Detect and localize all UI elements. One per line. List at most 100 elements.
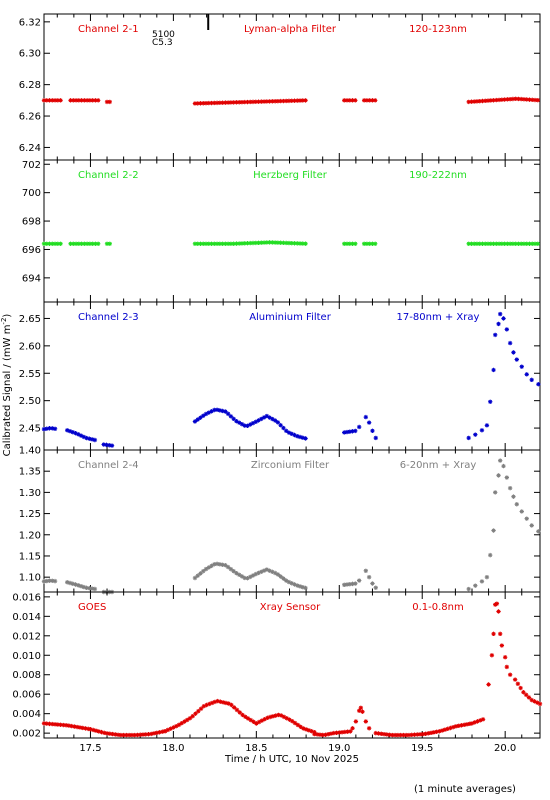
data-point: [203, 411, 209, 417]
data-point: [88, 727, 93, 732]
data-point: [239, 421, 245, 427]
data-point: [505, 97, 510, 102]
panel-channel-label: Channel 2-1: [78, 24, 139, 35]
data-point: [353, 428, 358, 434]
data-point: [278, 423, 283, 428]
data-point: [52, 98, 58, 103]
data-point: [76, 98, 82, 103]
data-point: [281, 425, 286, 431]
data-point: [47, 721, 52, 727]
y-tick-label: 694: [22, 273, 41, 284]
y-tick-label: 1.40: [19, 446, 41, 457]
data-point: [264, 567, 270, 572]
data-point: [198, 571, 203, 576]
data-point: [225, 564, 231, 570]
data-point: [312, 731, 317, 737]
data-point: [52, 241, 58, 246]
data-point: [535, 700, 540, 705]
data-point: [456, 723, 461, 729]
data-point: [214, 561, 220, 567]
data-point: [248, 99, 253, 105]
data-point: [264, 240, 270, 245]
data-point: [104, 99, 110, 105]
data-point: [366, 420, 372, 425]
data-point: [229, 702, 234, 708]
data-point: [283, 98, 289, 104]
data-point: [253, 99, 258, 104]
data-point: [493, 490, 498, 495]
data-point: [47, 98, 52, 103]
data-point: [477, 241, 482, 246]
data-point: [248, 240, 253, 246]
data-point: [206, 410, 211, 415]
data-point: [217, 241, 223, 246]
data-point: [347, 581, 352, 587]
data-point: [295, 583, 300, 588]
data-point: [259, 569, 264, 574]
data-point: [264, 99, 270, 104]
data-point: [532, 241, 538, 246]
x-tick-label: 19.0: [328, 743, 350, 754]
data-point: [366, 574, 372, 580]
data-point: [512, 677, 518, 682]
event-label-number: 5100: [152, 30, 175, 40]
data-point: [466, 99, 471, 105]
data-point: [275, 240, 281, 245]
data-point: [473, 583, 478, 588]
data-point: [485, 98, 491, 103]
data-point: [201, 413, 206, 418]
data-point: [267, 99, 272, 104]
data-point: [344, 429, 350, 435]
data-point: [426, 731, 431, 736]
data-point: [70, 581, 75, 586]
data-point: [68, 241, 73, 246]
data-point: [317, 732, 323, 737]
data-point: [529, 523, 534, 528]
data-point: [204, 702, 209, 708]
data-point: [195, 101, 200, 106]
data-point: [496, 609, 501, 614]
y-tick-label: 1.35: [19, 467, 41, 478]
plot-frame: [43, 13, 541, 161]
data-point: [350, 241, 355, 246]
data-point: [267, 714, 273, 720]
data-point: [41, 426, 47, 432]
data-point: [486, 682, 491, 687]
data-point: [510, 96, 516, 102]
data-point: [261, 568, 267, 573]
data-point: [270, 569, 275, 575]
data-point: [234, 418, 239, 424]
data-point: [223, 241, 228, 246]
event-label-class: C5.3: [152, 38, 173, 48]
data-point: [514, 502, 519, 507]
data-point: [92, 437, 98, 443]
y-tick-label: 0.016: [12, 592, 41, 603]
data-point: [491, 98, 496, 103]
data-point: [168, 726, 173, 731]
data-point: [342, 582, 347, 587]
data-point: [81, 434, 87, 440]
data-point: [485, 241, 491, 246]
data-point: [480, 241, 485, 246]
data-point: [220, 408, 225, 414]
data-point: [41, 579, 47, 584]
data-point: [107, 443, 112, 448]
data-point: [243, 714, 248, 719]
data-point: [289, 98, 294, 103]
data-point: [488, 241, 493, 246]
data-point: [272, 240, 278, 245]
data-point: [364, 98, 370, 103]
data-point: [524, 97, 529, 102]
data-point: [536, 382, 541, 387]
data-point: [217, 100, 223, 105]
data-point: [300, 241, 305, 246]
data-point: [65, 580, 70, 585]
data-point: [529, 697, 534, 703]
data-point: [283, 240, 289, 246]
data-point: [363, 414, 369, 420]
data-point: [489, 653, 495, 658]
y-tick-label: 2.60: [19, 341, 41, 352]
data-point: [323, 732, 328, 737]
data-point: [236, 572, 242, 577]
data-point: [228, 100, 234, 105]
